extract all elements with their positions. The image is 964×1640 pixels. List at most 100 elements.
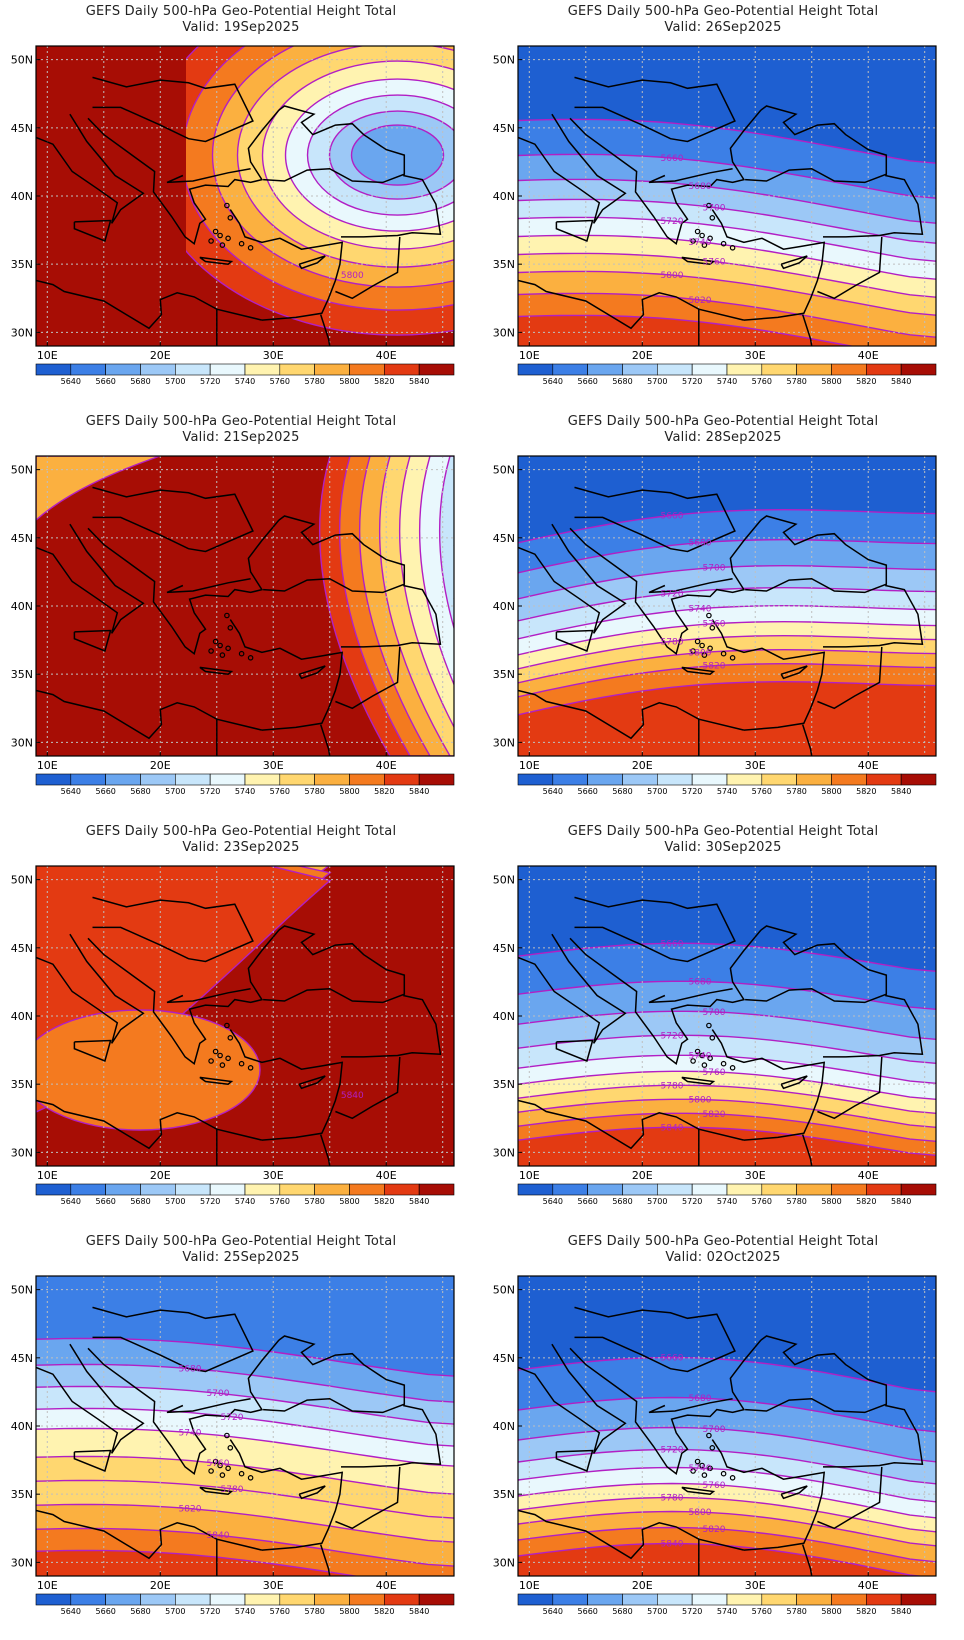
island (212, 1048, 219, 1055)
colorbar-swatch (209, 363, 246, 376)
colorbar-swatch (517, 1593, 554, 1606)
colorbar-tick-label: 5800 (821, 787, 841, 796)
colorbar-tick-label: 5760 (752, 1607, 772, 1616)
lat-tick-label: 30N (11, 1146, 33, 1159)
colorbar-tick-label: 5780 (305, 1197, 325, 1206)
coastline (166, 987, 251, 1004)
coastline (648, 167, 733, 184)
coastline (87, 519, 280, 655)
colorbar-swatch (761, 363, 797, 376)
colorbar-tick-label: 5680 (130, 377, 150, 386)
island (227, 1445, 234, 1451)
contour-label: 5760 (207, 1459, 230, 1469)
colorbar-tick-label: 5720 (682, 1607, 702, 1616)
colorbar-swatch (900, 773, 937, 786)
lat-tick-label: 40N (11, 1010, 33, 1023)
map-figure: 5660 5680 5700 5720 5740 5760 5780 5800 5820 5840… (493, 1275, 937, 1616)
coastline (73, 1449, 112, 1473)
colorbar-swatch (244, 363, 281, 376)
colorbar-swatch (140, 773, 176, 786)
island (217, 1462, 223, 1469)
colorbar-swatch (209, 1183, 246, 1196)
island (247, 1475, 254, 1481)
map-area: 5660 5680 5700 5720 5740 5760 5800 5820 (518, 46, 936, 346)
map-figure: 5840 50N 45N 40N 35N 30N 10E 20E 30E 40E 5640 5660 5… (11, 865, 455, 1206)
colorbar-tick-label: 5760 (270, 377, 290, 386)
lat-tick-label: 40N (11, 1420, 33, 1433)
colorbar-swatch (105, 773, 141, 786)
island (701, 652, 708, 658)
height-band (518, 217, 936, 280)
coastline (711, 619, 826, 731)
panel-title: GEFS Daily 500-hPa Geo-Potential Height … (567, 414, 879, 429)
coastline (199, 256, 234, 265)
colorbar-swatch (900, 363, 937, 376)
island (707, 645, 713, 652)
coastline (569, 929, 762, 1065)
colorbar-tick-label: 5720 (200, 787, 220, 796)
colorbar-swatch (105, 363, 141, 376)
colorbar-swatch (831, 1183, 867, 1196)
coastline (335, 236, 401, 300)
colorbar-swatch (796, 773, 832, 786)
colorbar-tick-label: 5840 (409, 1197, 429, 1206)
colorbar-swatch (622, 1593, 658, 1606)
island (690, 1468, 696, 1474)
colorbar-tick-label: 5640 (543, 787, 563, 796)
island (219, 652, 226, 658)
height-band (518, 649, 936, 697)
lon-tick-label: 20E (632, 1169, 653, 1182)
contour-label: 5820 (703, 1110, 726, 1120)
colorbar-swatch (831, 363, 867, 376)
coastline (36, 933, 145, 1044)
coastline (555, 219, 594, 243)
colorbar-swatch (587, 773, 623, 786)
coastline (555, 1039, 594, 1063)
contour-line (518, 1112, 936, 1142)
coastline (335, 646, 401, 710)
colorbar-swatch (418, 773, 455, 786)
colorbar-tick-label: 5660 (96, 1197, 116, 1206)
coastline (298, 255, 326, 270)
colorbar-swatch (35, 1183, 72, 1196)
coastline (817, 1056, 883, 1120)
contour-label: 5700 (703, 204, 726, 214)
colorbar-swatch (418, 1183, 455, 1196)
colorbar-tick-label: 5660 (578, 1607, 598, 1616)
colorbar-tick-label: 5740 (717, 377, 737, 386)
height-band (439, 456, 454, 631)
colorbar-tick-label: 5800 (339, 1197, 359, 1206)
coastline (298, 665, 326, 680)
colorbar-swatch (831, 1593, 867, 1606)
map-figure: 50N 45N 40N 35N 30N 10E 20E 30E 40E 5640 5660 5680 5… (11, 455, 455, 796)
lat-tick-label: 30N (11, 326, 33, 339)
colorbar-swatch (209, 773, 246, 786)
colorbar-tick-label: 5800 (339, 787, 359, 796)
colorbar-tick-label: 5780 (787, 787, 807, 796)
colorbar-swatch (691, 773, 728, 786)
colorbar-tick-label: 5820 (374, 1197, 394, 1206)
coastline (711, 209, 826, 321)
height-band (518, 199, 936, 262)
lat-tick-label: 30N (493, 736, 515, 749)
contour-line (518, 680, 936, 716)
colorbar-tick-label: 5740 (235, 787, 255, 796)
panel-valid-date: Valid: 30Sep2025 (664, 840, 782, 855)
island (694, 638, 701, 645)
colorbar-swatch (175, 1183, 211, 1196)
lon-tick-label: 40E (858, 1579, 879, 1592)
coastline (817, 1466, 883, 1530)
height-band (518, 1483, 936, 1532)
colorbar-tick-label: 5740 (235, 1197, 255, 1206)
colorbar-swatch (244, 1183, 281, 1196)
contour-label: 5660 (661, 939, 684, 949)
contour-label: 5820 (689, 296, 712, 306)
island (701, 1062, 708, 1068)
height-band (36, 1550, 454, 1576)
colorbar-swatch (691, 1593, 728, 1606)
coastline (518, 523, 627, 634)
height-band (518, 1127, 936, 1166)
colorbar-swatch (349, 1593, 385, 1606)
map-figure: 5800 50N 45N 40N 35N 30N 10E 20E 30E 40E 5640 5660 5… (11, 45, 455, 386)
colorbar-tick-label: 5660 (96, 787, 116, 796)
